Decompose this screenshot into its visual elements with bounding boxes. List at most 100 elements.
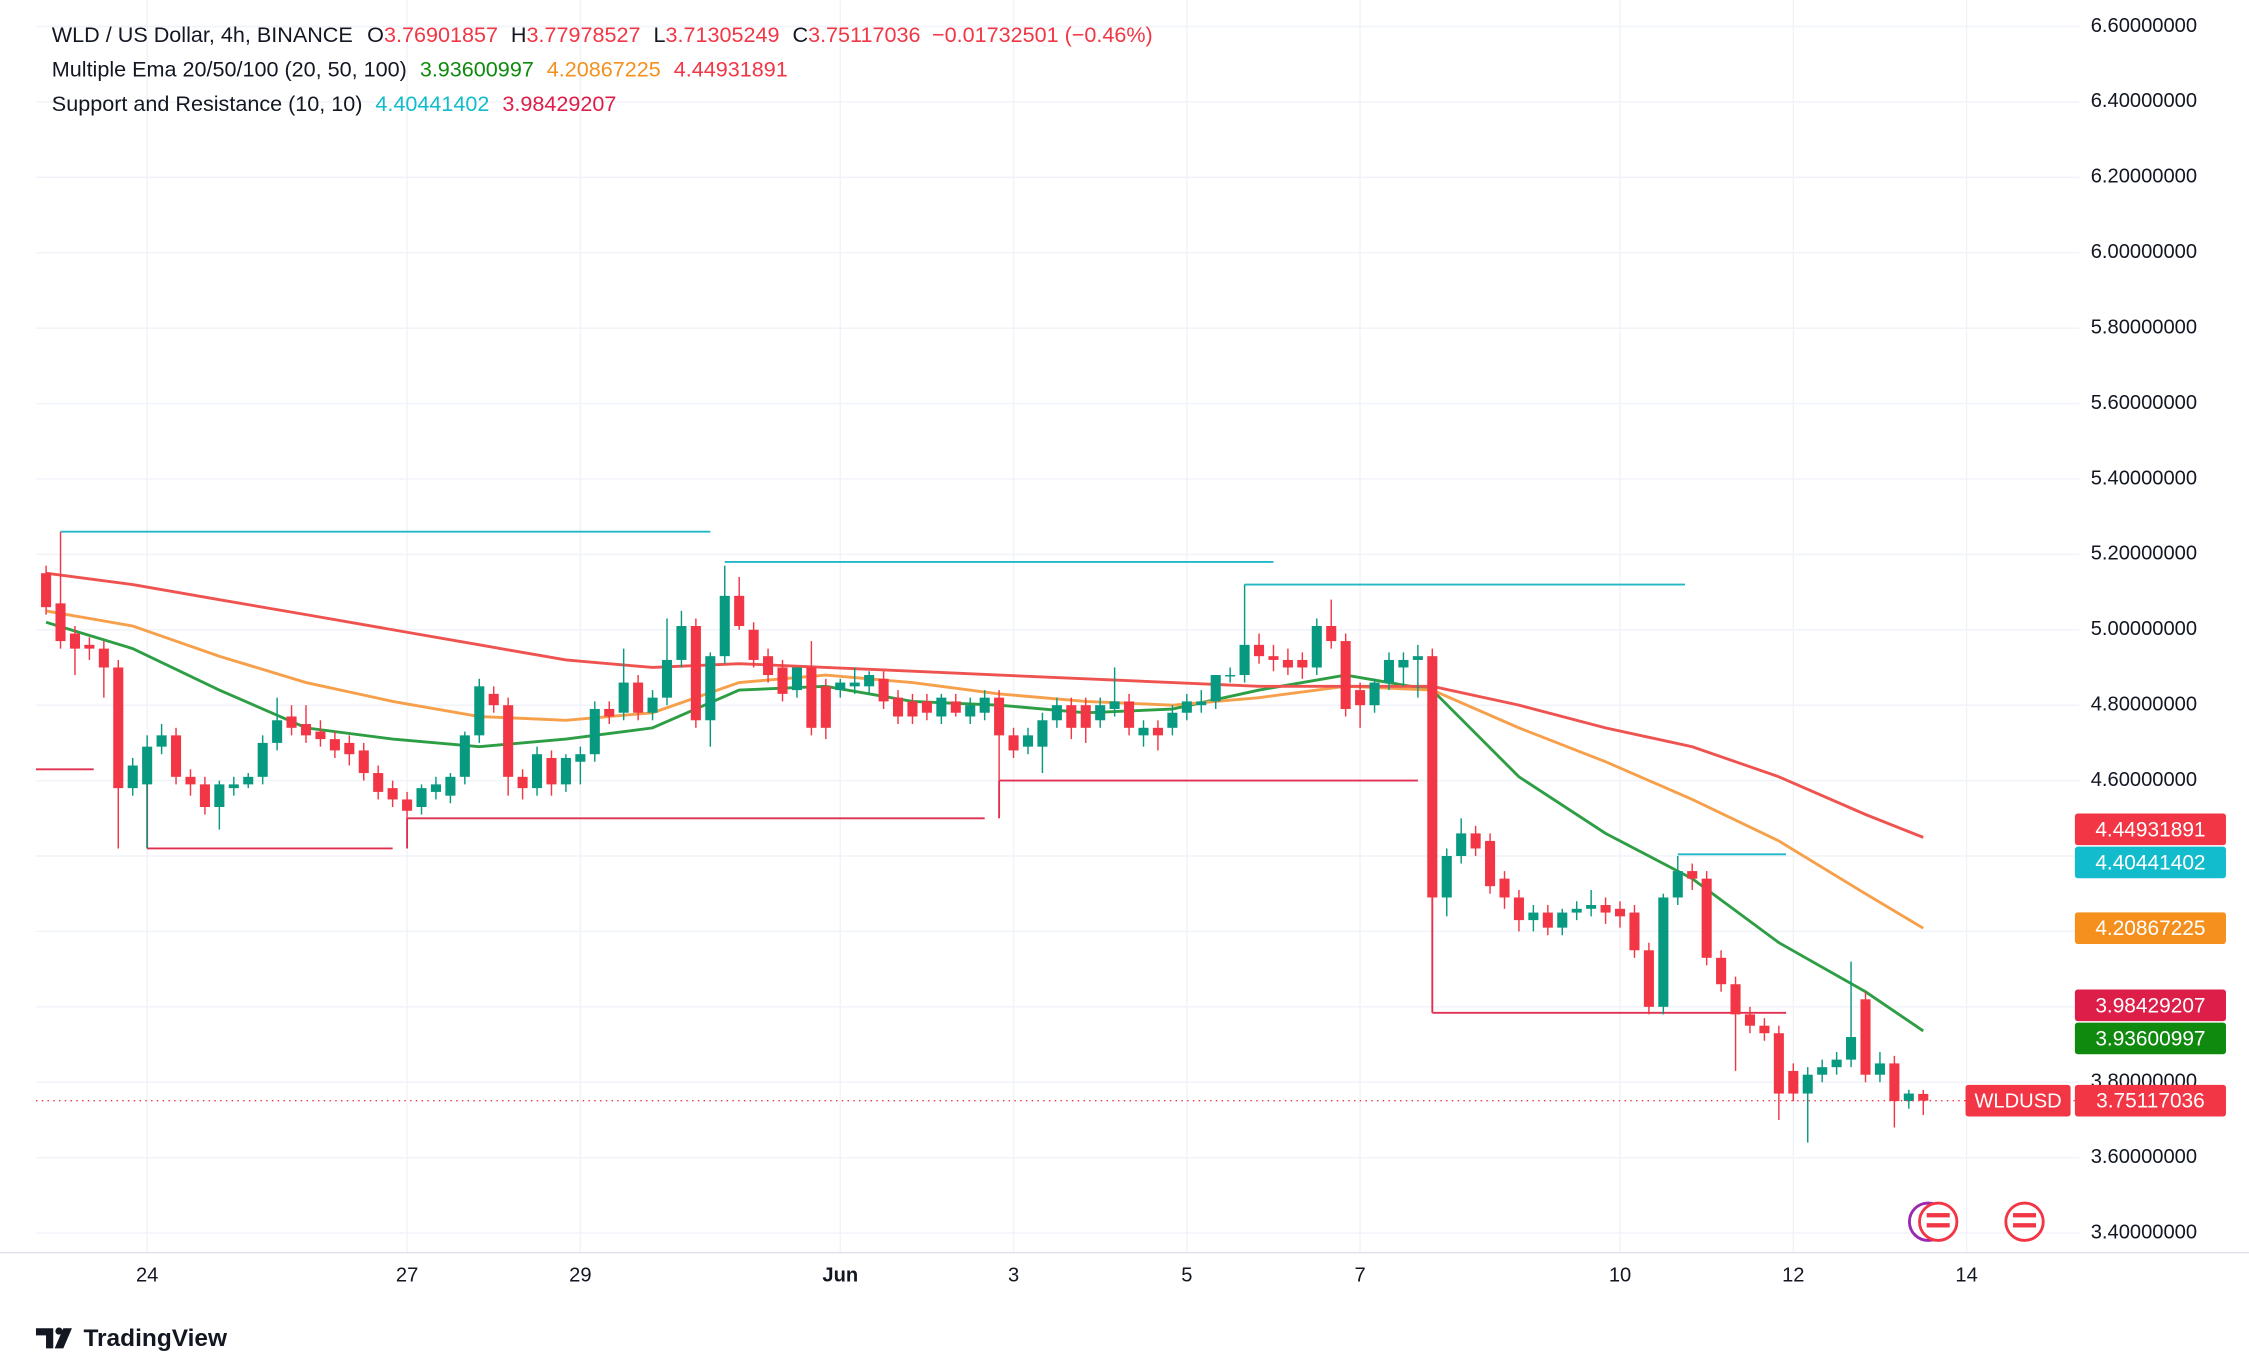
symbol-label: WLDUSD bbox=[1974, 1090, 2061, 1112]
y-tick-label: 4.80000000 bbox=[2091, 694, 2197, 716]
candle-body bbox=[55, 603, 66, 642]
candle-body bbox=[1730, 984, 1741, 1015]
candle-body bbox=[1831, 1059, 1842, 1068]
candle-body bbox=[820, 686, 831, 728]
flag-icon[interactable] bbox=[2004, 1201, 2045, 1242]
candle-body bbox=[1167, 712, 1178, 728]
candle-body bbox=[1485, 840, 1496, 887]
flag-stripe bbox=[2013, 1223, 2037, 1228]
price-label-box bbox=[2074, 989, 2226, 1022]
price-label-box bbox=[2074, 1022, 2226, 1055]
price-label-box bbox=[2074, 846, 2226, 879]
candle-body bbox=[185, 776, 196, 785]
candle-body bbox=[1860, 999, 1871, 1075]
candle-body bbox=[459, 735, 470, 777]
candle-body bbox=[1398, 659, 1409, 668]
grid-layer bbox=[35, 0, 2080, 1252]
candle-body bbox=[965, 705, 976, 717]
candle-body bbox=[1066, 705, 1077, 728]
candle-body bbox=[98, 648, 109, 668]
candle-body bbox=[1701, 878, 1712, 958]
candle-body bbox=[531, 754, 543, 789]
candle-body bbox=[907, 701, 918, 717]
candle-body bbox=[705, 656, 716, 721]
x-tick-label: 10 bbox=[1609, 1265, 1631, 1287]
indicator-value: 3.98429207 bbox=[502, 91, 616, 116]
candle-body bbox=[1239, 644, 1250, 676]
y-tick-label: 5.00000000 bbox=[2091, 618, 2197, 640]
candle-body bbox=[1008, 735, 1019, 751]
candle-body bbox=[1152, 727, 1163, 736]
candle-body bbox=[1427, 656, 1438, 898]
candle-body bbox=[1802, 1074, 1813, 1094]
candle-body bbox=[402, 799, 413, 811]
candle-body bbox=[387, 788, 398, 800]
candle-body bbox=[546, 757, 557, 785]
brand-logo[interactable]: TradingView bbox=[35, 1325, 228, 1352]
candle-body bbox=[1571, 908, 1582, 913]
candle-body bbox=[1095, 705, 1106, 721]
candle-body bbox=[748, 629, 759, 660]
flag-stripe bbox=[2013, 1213, 2037, 1218]
candle-body bbox=[1817, 1067, 1828, 1075]
candle-body bbox=[1138, 727, 1149, 736]
y-tick-label: 5.80000000 bbox=[2091, 316, 2197, 338]
candle-body bbox=[1903, 1093, 1914, 1102]
candle-body bbox=[1124, 701, 1135, 728]
candle-body bbox=[1672, 871, 1683, 898]
candle-body bbox=[1369, 682, 1380, 706]
x-tick-label: 7 bbox=[1355, 1265, 1366, 1287]
candle-body bbox=[647, 697, 658, 713]
x-tick-label: Jun bbox=[822, 1265, 858, 1287]
candle-body bbox=[1253, 644, 1265, 657]
candle-body bbox=[1874, 1063, 1885, 1075]
candle-body bbox=[199, 784, 210, 807]
candle-body bbox=[1225, 675, 1236, 677]
candle-body bbox=[84, 644, 95, 649]
candle-body bbox=[142, 746, 153, 785]
candle-body bbox=[1600, 905, 1611, 913]
indicator-value: 4.44931891 bbox=[674, 56, 788, 81]
price-label-box bbox=[2074, 912, 2226, 944]
y-tick-label: 6.20000000 bbox=[2091, 166, 2197, 188]
candle-body bbox=[1889, 1063, 1900, 1102]
candle-body bbox=[994, 697, 1005, 736]
candle-body bbox=[243, 776, 254, 785]
candle-body bbox=[1629, 912, 1640, 951]
candle-body bbox=[1297, 659, 1308, 668]
ema-line bbox=[45, 571, 1924, 839]
change-value: −0.01732501 (−0.46%) bbox=[932, 22, 1153, 47]
candle-body bbox=[1051, 705, 1062, 721]
y-tick-label: 5.20000000 bbox=[2091, 543, 2197, 565]
candle-body bbox=[734, 595, 745, 627]
y-tick-label: 3.40000000 bbox=[2091, 1221, 2197, 1243]
candle-body bbox=[1196, 701, 1207, 706]
x-tick-label: 14 bbox=[1955, 1265, 1977, 1287]
ohlc-value: 3.77978527 bbox=[527, 22, 641, 47]
candle-body bbox=[315, 731, 326, 740]
candle-body bbox=[604, 708, 615, 717]
candle-body bbox=[618, 682, 629, 713]
candle-body bbox=[575, 754, 586, 762]
flag-icon[interactable] bbox=[1918, 1201, 1959, 1242]
candle-body bbox=[1773, 1033, 1784, 1094]
indicator-value: 4.40441402 bbox=[375, 91, 489, 116]
x-tick-label: 29 bbox=[569, 1265, 591, 1287]
candle-body bbox=[979, 697, 990, 713]
price-label: 4.20867225 bbox=[2095, 917, 2205, 940]
candle-body bbox=[430, 784, 441, 792]
candle-body bbox=[1687, 871, 1698, 879]
candle-body bbox=[1441, 856, 1452, 898]
candle-body bbox=[676, 626, 687, 660]
price-label: 4.40441402 bbox=[2095, 851, 2205, 874]
candle-body bbox=[950, 701, 961, 713]
logo-mark bbox=[35, 1328, 72, 1349]
candle-body bbox=[1326, 626, 1337, 642]
ohlc-label: C bbox=[792, 22, 808, 47]
candle-body bbox=[1383, 659, 1395, 683]
candle-body bbox=[156, 735, 167, 747]
ohlc-label: O bbox=[367, 22, 384, 47]
flag-stripe bbox=[1926, 1213, 1950, 1218]
candle-body bbox=[633, 682, 644, 713]
